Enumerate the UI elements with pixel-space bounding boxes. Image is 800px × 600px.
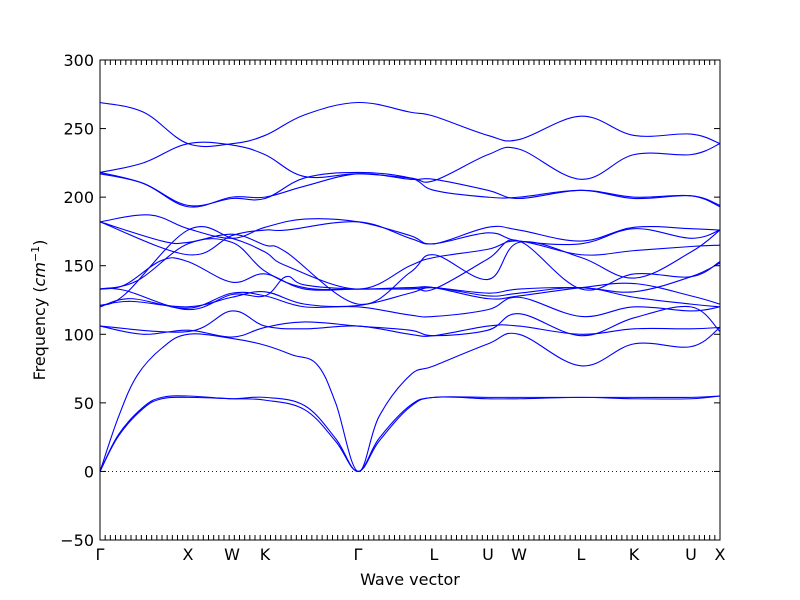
band-4 [99, 310, 721, 337]
band-17 [99, 141, 721, 183]
x-tick-label-k: K [260, 545, 271, 564]
plot-frame [99, 59, 721, 541]
x-tick-label-l: L [430, 545, 439, 564]
band-3 [99, 326, 721, 472]
x-tick-label-k: K [629, 545, 640, 564]
x-tick-label-w: W [224, 545, 240, 564]
x-axis-label: Wave vector [360, 570, 460, 589]
band-13 [99, 221, 721, 256]
band-11 [99, 225, 721, 307]
y-axis-label: Frequency (cm−1) [29, 240, 49, 381]
band-14 [99, 214, 721, 245]
y-axis-label-text: Frequency ( [30, 286, 49, 380]
y-axis: −50 0 50 100 150 200 250 300 [60, 51, 720, 550]
x-tick-label-x: X [715, 545, 726, 564]
x-tick-label-u: U [482, 545, 494, 564]
band-1 [99, 395, 721, 472]
y-tick-label: 150 [63, 257, 94, 276]
y-axis-label-close: ) [30, 240, 49, 246]
x-tick-label-l: L [577, 545, 586, 564]
band-curves [99, 101, 721, 472]
y-tick-label: 250 [63, 120, 94, 139]
band-7 [99, 287, 721, 308]
x-tick-label-gamma: Γ [354, 545, 363, 564]
y-tick-label: −50 [60, 531, 94, 550]
x-tick-label-w: W [511, 545, 527, 564]
band-5 [99, 305, 721, 338]
y-tick-label: 300 [63, 51, 94, 70]
y-tick-label: 200 [63, 188, 94, 207]
y-tick-label: 50 [74, 394, 94, 413]
x-tick-label-gamma: Γ [96, 545, 105, 564]
band-18 [99, 101, 721, 148]
y-axis-label-exponent: −1 [29, 246, 42, 262]
x-tick-label-x: X [182, 545, 193, 564]
y-axis-label-unit: cm [30, 262, 49, 286]
band-12 [99, 221, 721, 305]
y-tick-label: 100 [63, 325, 94, 344]
y-tick-label: 0 [84, 462, 94, 481]
x-tick-label-u: U [685, 545, 697, 564]
band-15 [99, 173, 721, 208]
band-9 [99, 257, 721, 294]
